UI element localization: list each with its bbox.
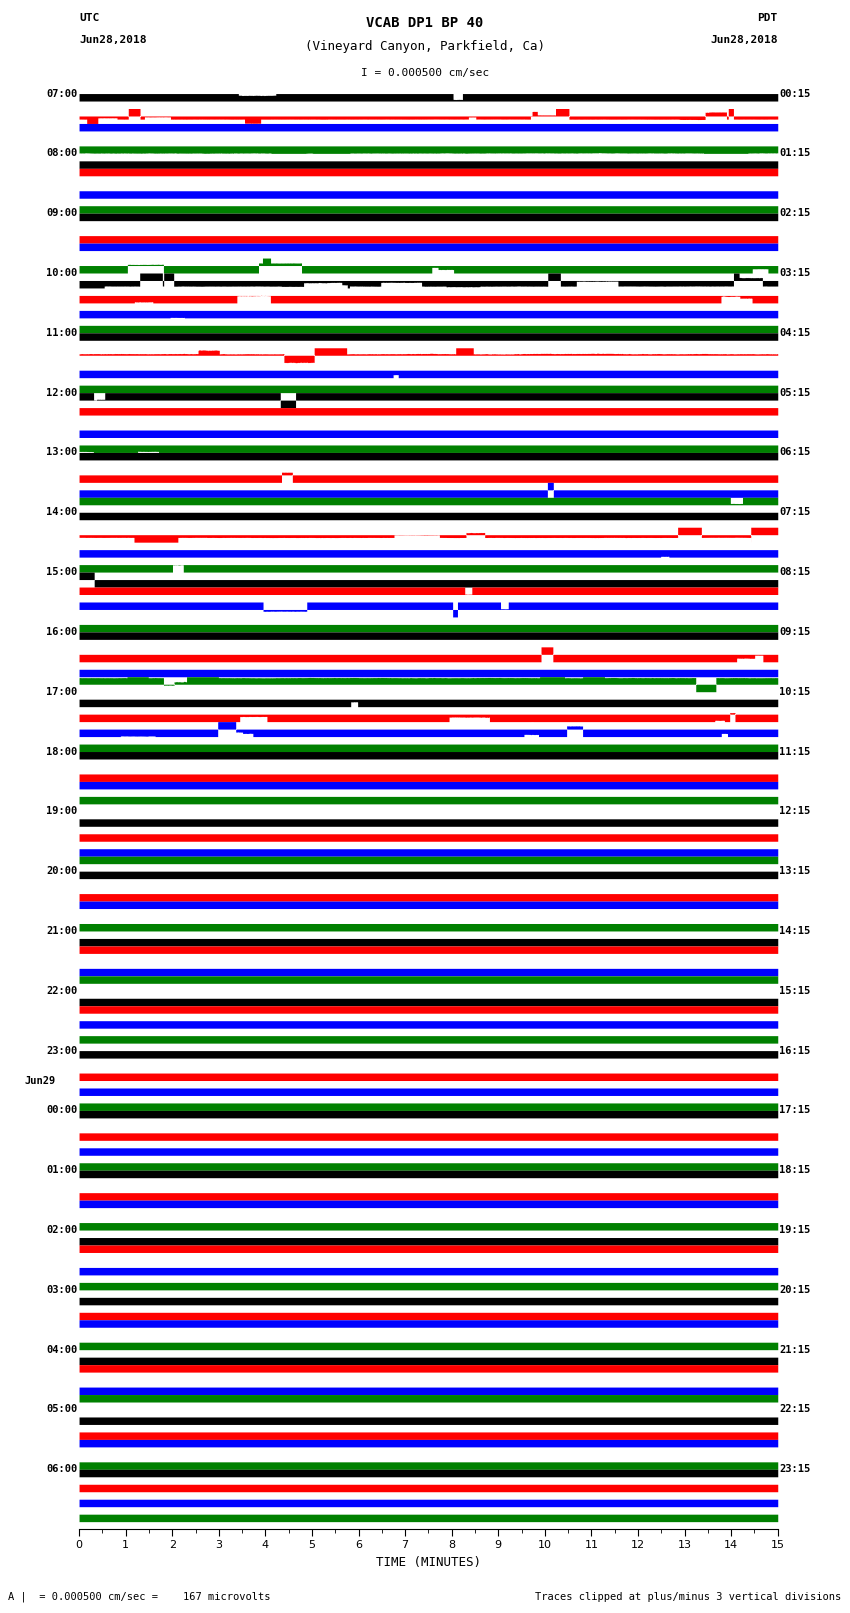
Text: 06:15: 06:15 <box>779 447 811 458</box>
Text: 02:00: 02:00 <box>46 1224 77 1236</box>
Text: 20:15: 20:15 <box>779 1286 811 1295</box>
Text: 22:00: 22:00 <box>46 986 77 995</box>
Text: 07:00: 07:00 <box>46 89 77 98</box>
Text: 05:00: 05:00 <box>46 1405 77 1415</box>
Text: 16:15: 16:15 <box>779 1045 811 1055</box>
Text: 08:15: 08:15 <box>779 568 811 577</box>
Text: 23:15: 23:15 <box>779 1465 811 1474</box>
X-axis label: TIME (MINUTES): TIME (MINUTES) <box>376 1557 481 1569</box>
Text: 02:15: 02:15 <box>779 208 811 218</box>
Text: 19:00: 19:00 <box>46 806 77 816</box>
Text: 13:15: 13:15 <box>779 866 811 876</box>
Text: Jun28,2018: Jun28,2018 <box>711 35 778 45</box>
Text: UTC: UTC <box>79 13 99 23</box>
Text: 04:15: 04:15 <box>779 327 811 337</box>
Text: 18:15: 18:15 <box>779 1165 811 1176</box>
Text: 10:00: 10:00 <box>46 268 77 277</box>
Text: 20:00: 20:00 <box>46 866 77 876</box>
Text: 17:15: 17:15 <box>779 1105 811 1116</box>
Text: 09:15: 09:15 <box>779 627 811 637</box>
Text: 23:00: 23:00 <box>46 1045 77 1055</box>
Text: 09:00: 09:00 <box>46 208 77 218</box>
Text: 16:00: 16:00 <box>46 627 77 637</box>
Text: Jun28,2018: Jun28,2018 <box>79 35 146 45</box>
Text: 14:15: 14:15 <box>779 926 811 936</box>
Text: 19:15: 19:15 <box>779 1224 811 1236</box>
Text: 06:00: 06:00 <box>46 1465 77 1474</box>
Text: 03:15: 03:15 <box>779 268 811 277</box>
Text: 05:15: 05:15 <box>779 387 811 398</box>
Text: 01:15: 01:15 <box>779 148 811 158</box>
Text: 01:00: 01:00 <box>46 1165 77 1176</box>
Text: 00:15: 00:15 <box>779 89 811 98</box>
Text: 14:00: 14:00 <box>46 506 77 518</box>
Text: 22:15: 22:15 <box>779 1405 811 1415</box>
Text: 12:15: 12:15 <box>779 806 811 816</box>
Text: 21:15: 21:15 <box>779 1345 811 1355</box>
Text: PDT: PDT <box>757 13 778 23</box>
Text: 07:15: 07:15 <box>779 506 811 518</box>
Text: 17:00: 17:00 <box>46 687 77 697</box>
Text: 21:00: 21:00 <box>46 926 77 936</box>
Text: 15:15: 15:15 <box>779 986 811 995</box>
Text: 11:00: 11:00 <box>46 327 77 337</box>
Text: 12:00: 12:00 <box>46 387 77 398</box>
Text: (Vineyard Canyon, Parkfield, Ca): (Vineyard Canyon, Parkfield, Ca) <box>305 40 545 53</box>
Text: 08:00: 08:00 <box>46 148 77 158</box>
Text: VCAB DP1 BP 40: VCAB DP1 BP 40 <box>366 16 484 31</box>
Text: 04:00: 04:00 <box>46 1345 77 1355</box>
Text: 10:15: 10:15 <box>779 687 811 697</box>
Text: 00:00: 00:00 <box>46 1105 77 1116</box>
Text: 11:15: 11:15 <box>779 747 811 756</box>
Text: 03:00: 03:00 <box>46 1286 77 1295</box>
Text: Jun29: Jun29 <box>25 1076 56 1086</box>
Text: Traces clipped at plus/minus 3 vertical divisions: Traces clipped at plus/minus 3 vertical … <box>536 1592 842 1602</box>
Text: 18:00: 18:00 <box>46 747 77 756</box>
Text: I = 0.000500 cm/sec: I = 0.000500 cm/sec <box>361 68 489 77</box>
Text: 13:00: 13:00 <box>46 447 77 458</box>
Text: 15:00: 15:00 <box>46 568 77 577</box>
Text: A |  = 0.000500 cm/sec =    167 microvolts: A | = 0.000500 cm/sec = 167 microvolts <box>8 1592 271 1602</box>
